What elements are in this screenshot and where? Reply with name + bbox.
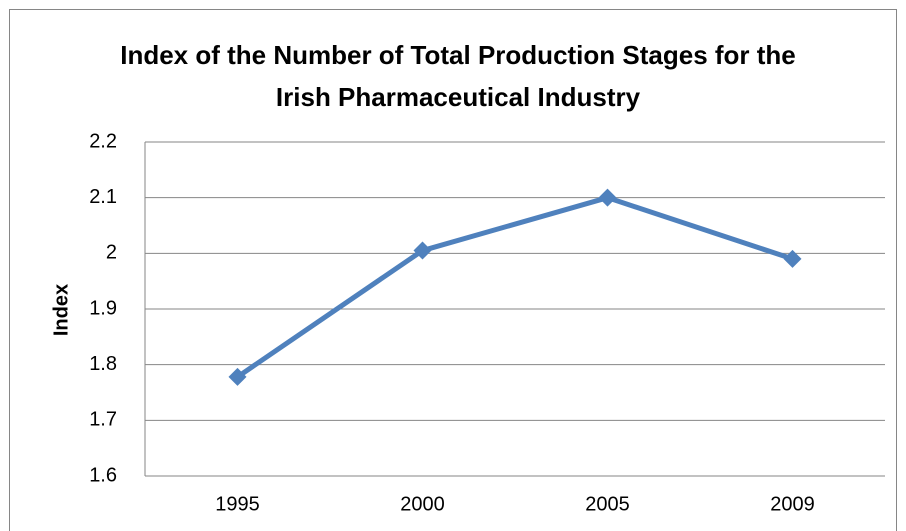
series-line — [236, 195, 794, 379]
data-point — [228, 367, 247, 386]
x-tick-label: 2009 — [770, 493, 815, 515]
x-tick-label: 2000 — [400, 493, 445, 515]
data-point — [598, 188, 617, 207]
y-tick-label: 2.1 — [89, 186, 117, 208]
y-tick-label: 1.8 — [89, 353, 117, 375]
y-tick-label: 2 — [106, 242, 117, 264]
y-axis-label: Index — [50, 284, 72, 336]
x-tick-label: 1995 — [215, 493, 260, 515]
y-tick-label: 2.2 — [89, 130, 117, 152]
y-tick-label: 1.6 — [89, 464, 117, 486]
y-tick-label: 1.9 — [89, 297, 117, 319]
data-point — [413, 241, 432, 260]
chart-border — [9, 9, 897, 531]
data-point — [783, 249, 802, 268]
y-tick-label: 1.7 — [89, 409, 117, 431]
chart-title: Index of the Number of Total Production … — [120, 40, 796, 112]
x-tick-label: 2005 — [585, 493, 630, 515]
